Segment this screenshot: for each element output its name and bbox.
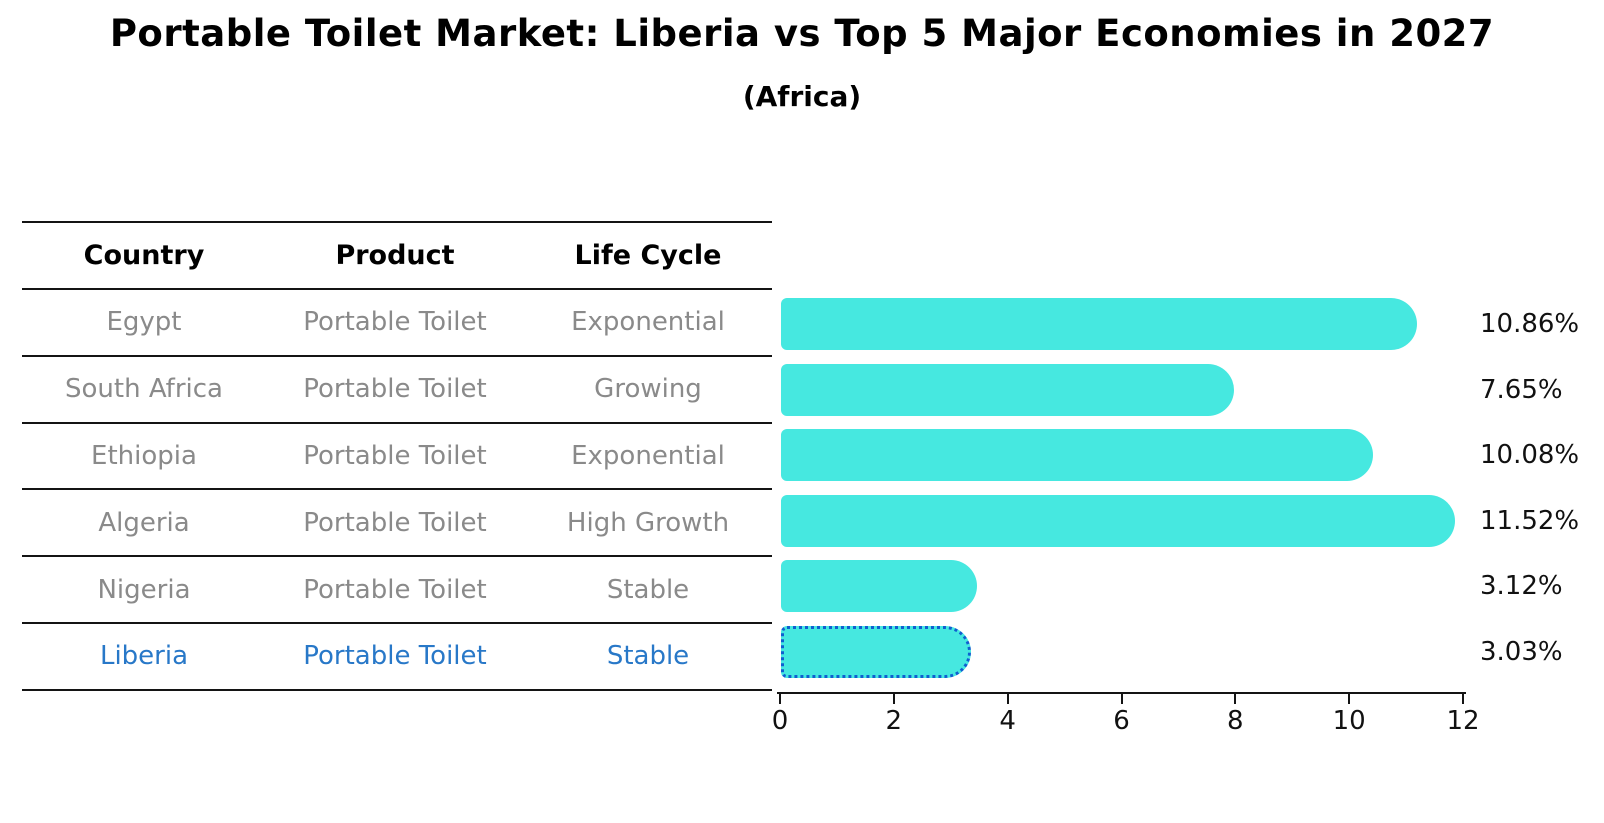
bar-value-label: 3.12% (1480, 571, 1563, 602)
x-tick-label: 10 (1332, 706, 1366, 736)
x-tick (892, 694, 895, 704)
bar-value-label: 10.08% (1480, 440, 1580, 471)
cell-country: Ethiopia (91, 440, 197, 471)
cell-product: Portable Toilet (303, 641, 487, 672)
table-row: South Africa Portable Toilet Growing (22, 357, 772, 424)
bar-value-label: 3.03% (1480, 637, 1563, 667)
cell-life-cycle: High Growth (566, 507, 730, 538)
cell-product: Portable Toilet (303, 374, 487, 405)
cell-product: Portable Toilet (303, 574, 487, 605)
cell-life-cycle: Stable (606, 641, 690, 672)
bar (781, 298, 1418, 350)
x-tick (779, 694, 781, 704)
cell-country: Liberia (99, 641, 189, 672)
cell-country: Nigeria (97, 574, 191, 605)
x-tick-label: 6 (1113, 706, 1130, 736)
bar (781, 429, 1373, 482)
x-tick (1006, 694, 1009, 704)
bar-value-label: 7.65% (1480, 374, 1563, 405)
header-cell-country: Country (83, 240, 205, 271)
x-tick-label: 8 (1227, 706, 1244, 736)
cell-life-cycle: Stable (606, 574, 690, 605)
x-tick-label: 4 (999, 706, 1016, 736)
bar (781, 626, 972, 678)
table-row: Egypt Portable Toilet Exponential (22, 290, 772, 357)
x-tick (1120, 694, 1123, 704)
x-tick (1234, 694, 1237, 704)
bar (781, 560, 977, 613)
table-row: Nigeria Portable Toilet Stable (22, 557, 772, 624)
bar (781, 494, 1455, 547)
data-table: Country Product Life Cycle Egypt Portabl… (22, 221, 772, 691)
x-tick (1348, 694, 1351, 704)
page-subtitle: (Africa) (742, 80, 862, 113)
cell-country: Algeria (98, 507, 190, 538)
x-tick (1462, 694, 1464, 704)
cell-country: Egypt (106, 307, 182, 338)
cell-country: South Africa (65, 374, 223, 405)
x-tick-label: 12 (1446, 706, 1480, 736)
cell-product: Portable Toilet (303, 507, 487, 538)
table-header-row: Country Product Life Cycle (22, 223, 772, 290)
bar-value-label: 11.52% (1480, 505, 1580, 536)
x-tick-label: 0 (771, 706, 789, 736)
cell-life-cycle: Growing (594, 374, 702, 405)
table-row: Algeria Portable Toilet High Growth (22, 490, 772, 558)
page-title: Portable Toilet Market: Liberia vs Top 5… (109, 12, 1495, 55)
x-tick-label: 2 (885, 706, 903, 736)
bar (781, 363, 1235, 416)
cell-life-cycle: Exponential (571, 307, 725, 338)
cell-life-cycle: Exponential (571, 440, 725, 471)
table-row: Liberia Portable Toilet Stable (22, 624, 772, 691)
x-axis-line (777, 692, 1466, 694)
header-cell-product: Product (335, 240, 455, 271)
bar-value-label: 10.86% (1480, 309, 1580, 339)
cell-product: Portable Toilet (303, 307, 487, 338)
cell-product: Portable Toilet (303, 440, 487, 471)
header-cell-life-cycle: Life Cycle (574, 240, 722, 271)
table-row: Ethiopia Portable Toilet Exponential (22, 424, 772, 491)
